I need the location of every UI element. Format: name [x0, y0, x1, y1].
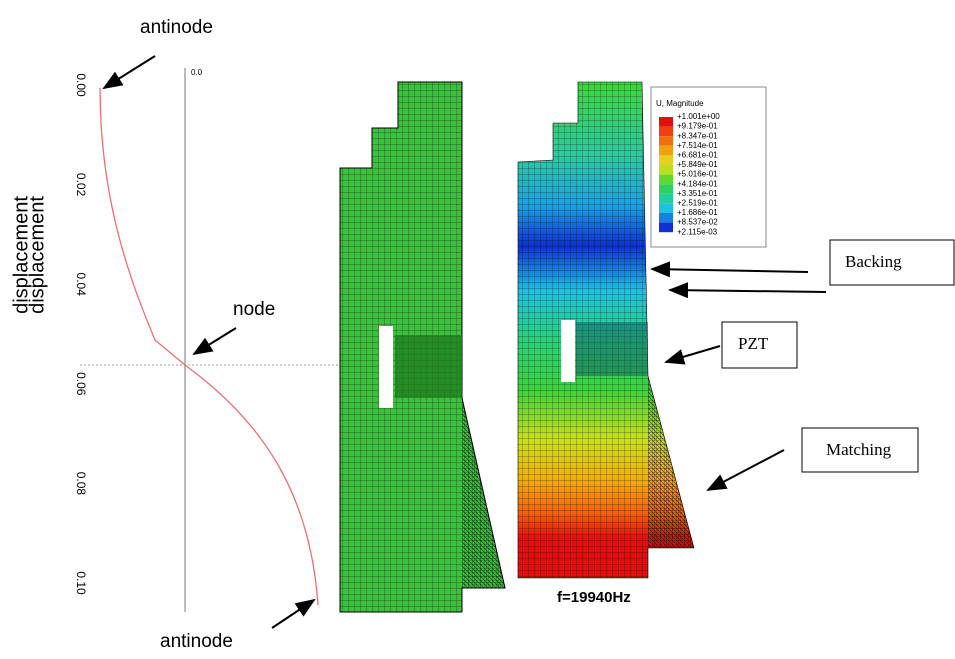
y-tick-label: 0.02: [74, 173, 88, 197]
legend-value: +3.351e-01: [677, 189, 718, 198]
y-tick-label: 0.08: [74, 472, 88, 496]
annotation: antinode: [140, 17, 213, 38]
frequency: f=19940Hz: [557, 589, 631, 606]
legend-value: +2.115e-03: [677, 227, 718, 236]
arrow: [670, 290, 826, 292]
arrow: [272, 600, 314, 628]
legend-value: +8.537e-02: [677, 218, 718, 227]
legend-value: +4.184e-01: [677, 179, 718, 188]
annotation: node: [233, 299, 275, 320]
annotation: antinode: [160, 631, 233, 652]
legend-swatch: [659, 194, 673, 204]
legend-swatch: [659, 117, 673, 127]
y-tick-label: 0.06: [74, 372, 88, 396]
legend-value: +7.514e-01: [677, 141, 718, 150]
arrow: [708, 450, 784, 490]
y-label: displacement: [26, 196, 48, 314]
y-tick-label: 0.00: [74, 73, 88, 97]
legend-value: +8.347e-01: [677, 131, 718, 140]
arrow: [104, 56, 155, 88]
legend-swatch: [659, 136, 673, 146]
legend-swatch: [659, 155, 673, 165]
legend-swatch: [659, 127, 673, 137]
arrow: [652, 269, 808, 272]
legend-value: +1.001e+00: [677, 112, 720, 121]
legend-swatch: [659, 184, 673, 194]
figure: 0.0 0.00 0.02 0.04 0.06 0.08 0.10 displacemen…: [0, 0, 955, 654]
y-tick-label: 0.04: [74, 273, 88, 297]
arrow: [666, 346, 720, 362]
legend: U, Magnitude +1.001e+00+9.179e-01+8.347e…: [651, 87, 766, 247]
legend-value: +9.179e-01: [677, 122, 718, 131]
legend-value: +2.519e-01: [677, 199, 718, 208]
legend-title: U, Magnitude: [656, 99, 704, 108]
zero-label: 0.0: [191, 68, 203, 77]
legend-value: +1.686e-01: [677, 208, 718, 217]
callout: Backing: [845, 252, 902, 271]
legend-swatch: [659, 223, 673, 233]
displacement-curve: [100, 88, 318, 605]
legend-value: +5.016e-01: [677, 170, 718, 179]
callout: PZT: [738, 334, 769, 353]
legend-swatch: [659, 203, 673, 213]
legend-value: +5.849e-01: [677, 160, 718, 169]
legend-swatch: [659, 213, 673, 223]
legend-swatch: [659, 165, 673, 175]
mesh-undeformed: [340, 82, 505, 612]
legend-value: +6.681e-01: [677, 151, 718, 160]
callout: Matching: [826, 440, 892, 459]
arrow: [194, 328, 236, 354]
y-tick-label: 0.10: [74, 571, 88, 595]
legend-swatch: [659, 175, 673, 185]
legend-swatch: [659, 146, 673, 156]
